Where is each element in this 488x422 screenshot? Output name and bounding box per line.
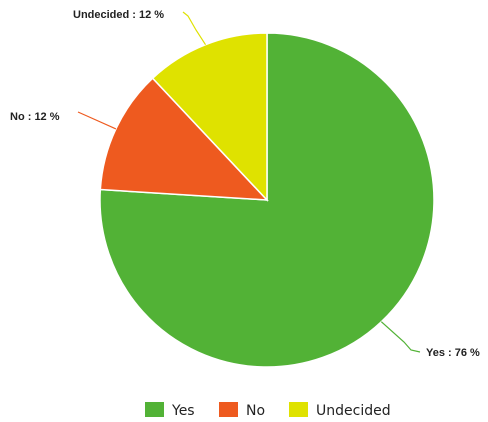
pie-slice-no[interactable]	[99, 77, 269, 201]
legend-label-undecided: Undecided	[316, 403, 391, 419]
legend-swatch-no	[219, 402, 238, 417]
data-label-no: No : 12 %	[10, 111, 60, 123]
pie-slices	[99, 32, 435, 368]
legend-swatch-yes	[145, 402, 164, 417]
legend-label-yes: Yes	[171, 403, 195, 419]
legend: Yes No Undecided	[145, 402, 391, 419]
legend-swatch-undecided	[289, 402, 308, 417]
leader-line-undecided	[182, 11, 207, 46]
leader-line-no	[77, 111, 117, 130]
pie-slice-yes[interactable]	[99, 32, 435, 368]
pie-slice-undecided[interactable]	[151, 32, 268, 202]
label-leader-lines	[77, 11, 421, 353]
legend-item-yes[interactable]: Yes	[145, 402, 195, 419]
data-label-undecided: Undecided : 12 %	[73, 9, 164, 21]
legend-label-no: No	[246, 403, 265, 419]
leader-line-yes	[380, 321, 421, 353]
legend-item-no[interactable]: No	[219, 402, 265, 419]
data-label-yes: Yes : 76 %	[426, 347, 480, 359]
legend-item-undecided[interactable]: Undecided	[289, 402, 391, 419]
